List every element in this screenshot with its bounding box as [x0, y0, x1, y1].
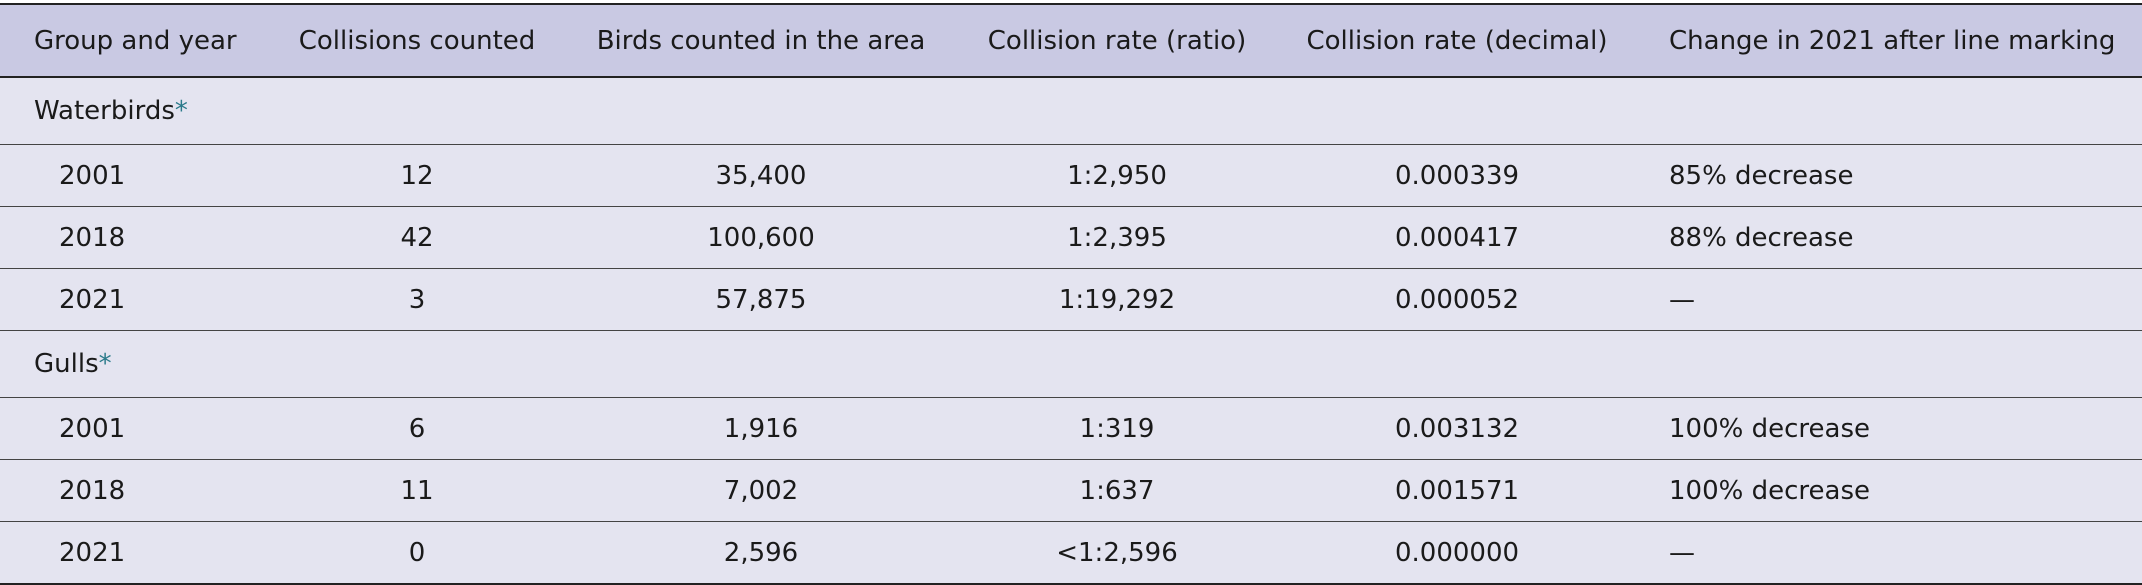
cell: 6 [290, 397, 544, 460]
table-body: Waterbirds* 2001 12 35,400 1:2,950 0.000339 85… [0, 77, 2142, 585]
cell: 0.003132 [1256, 397, 1658, 460]
cell: 100% decrease [1658, 459, 2142, 522]
cell: 0.000000 [1256, 521, 1658, 585]
cell: 100% decrease [1658, 397, 2142, 460]
header-cell: Collision rate (decimal) [1256, 3, 1658, 78]
cell: 7,002 [544, 459, 978, 522]
footnote-marker: * [174, 96, 188, 126]
cell: 0.001571 [1256, 459, 1658, 522]
cell: 0.000052 [1256, 268, 1658, 331]
cell: <1:2,596 [978, 521, 1256, 585]
cell: 85% decrease [1658, 144, 2142, 207]
cell: 2001 [0, 144, 290, 207]
cell: 57,875 [544, 268, 978, 331]
cell: 35,400 [544, 144, 978, 207]
data-row: 2001 6 1,916 1:319 0.003132 100% decrease [0, 397, 2142, 460]
cell: 1:2,950 [978, 144, 1256, 207]
cell: — [1658, 268, 2142, 331]
cell: 2021 [0, 521, 290, 585]
group-row: Gulls* [0, 330, 2142, 398]
group-row: Waterbirds* [0, 77, 2142, 145]
cell: 0.000339 [1256, 144, 1658, 207]
cell: 11 [290, 459, 544, 522]
cell: 88% decrease [1658, 206, 2142, 269]
cell: 1,916 [544, 397, 978, 460]
cell: 3 [290, 268, 544, 331]
cell: 1:19,292 [978, 268, 1256, 331]
cell: 1:319 [978, 397, 1256, 460]
data-row: 2001 12 35,400 1:2,950 0.000339 85% decrease [0, 144, 2142, 207]
cell: 0 [290, 521, 544, 585]
cell: 12 [290, 144, 544, 207]
header-cell: Change in 2021 after line marking [1658, 3, 2142, 78]
cell: 42 [290, 206, 544, 269]
cell: 100,600 [544, 206, 978, 269]
cell: 2018 [0, 459, 290, 522]
header-row: Group and year Collisions counted Birds co… [0, 3, 2142, 78]
header-cell: Collisions counted [290, 3, 544, 78]
header-cell: Birds counted in the area [544, 3, 978, 78]
cell: 2018 [0, 206, 290, 269]
cell: 0.000417 [1256, 206, 1658, 269]
cell: 1:2,395 [978, 206, 1256, 269]
group-cell: Waterbirds* [0, 77, 2142, 145]
group-name: Waterbirds [34, 96, 175, 126]
footnote-marker: * [98, 349, 112, 379]
data-row: 2021 0 2,596 <1:2,596 0.000000— [0, 521, 2142, 585]
cell: 2001 [0, 397, 290, 460]
data-table: Group and year Collisions counted Birds co… [0, 3, 2142, 585]
cell: — [1658, 521, 2142, 585]
header-cell: Group and year [0, 3, 290, 78]
header-cell: Collision rate (ratio) [978, 3, 1256, 78]
group-cell: Gulls* [0, 330, 2142, 398]
data-row: 2018 42 100,600 1:2,395 0.000417 88% decrease [0, 206, 2142, 269]
data-row: 2018 11 7,002 1:637 0.001571 100% decrease [0, 459, 2142, 522]
cell: 2021 [0, 268, 290, 331]
cell: 2,596 [544, 521, 978, 585]
group-name: Gulls [34, 349, 99, 379]
data-row: 2021 3 57,875 1:19,292 0.000052— [0, 268, 2142, 331]
cell: 1:637 [978, 459, 1256, 522]
